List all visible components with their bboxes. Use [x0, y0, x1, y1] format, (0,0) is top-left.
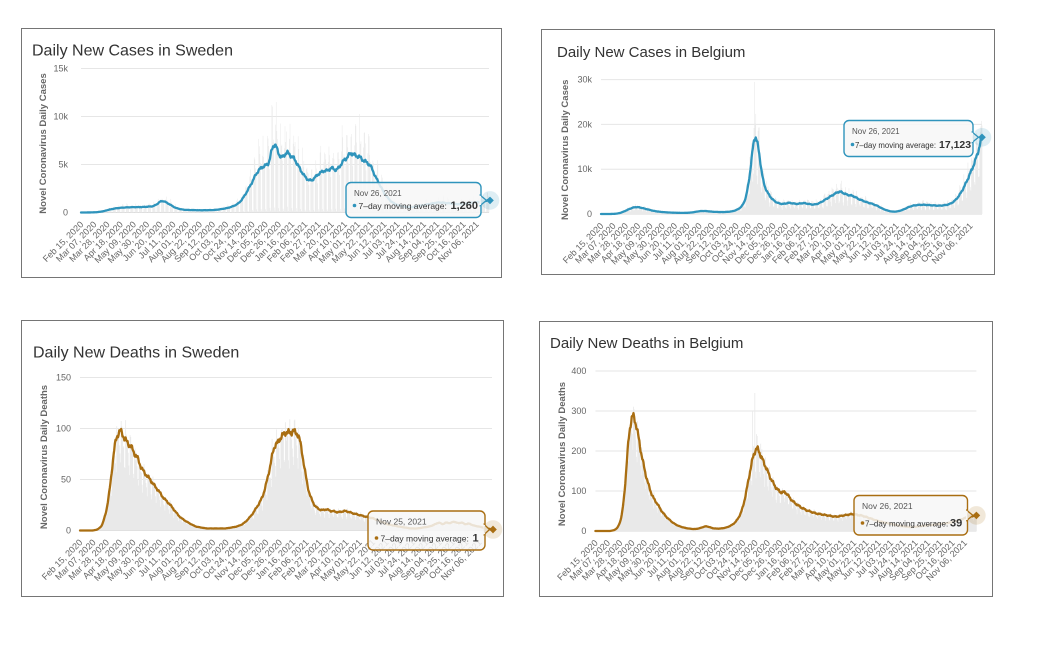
svg-text:15k: 15k	[53, 63, 68, 73]
svg-text:50: 50	[61, 474, 71, 484]
svg-text:Novel Coronavirus Daily Deaths: Novel Coronavirus Daily Deaths	[557, 381, 568, 525]
svg-text:Daily New Cases in Sweden: Daily New Cases in Sweden	[32, 42, 233, 59]
svg-text:10k: 10k	[577, 164, 592, 174]
svg-text:39: 39	[950, 517, 962, 529]
svg-text:Nov 25, 2021: Nov 25, 2021	[376, 516, 427, 526]
svg-text:0: 0	[581, 526, 586, 536]
svg-text:100: 100	[56, 423, 71, 433]
svg-text:400: 400	[571, 366, 586, 376]
svg-text:200: 200	[571, 446, 586, 456]
svg-text:5k: 5k	[58, 159, 68, 169]
svg-text:0: 0	[63, 207, 68, 217]
svg-text:10k: 10k	[53, 111, 68, 121]
svg-text:17,123: 17,123	[939, 139, 971, 151]
svg-text:Nov 26, 2021: Nov 26, 2021	[354, 189, 402, 198]
svg-text:1,260: 1,260	[451, 200, 479, 212]
svg-text:0: 0	[587, 209, 592, 219]
svg-text:7–day moving average:: 7–day moving average:	[865, 519, 948, 528]
svg-text:Daily New Deaths in Belgium: Daily New Deaths in Belgium	[550, 335, 743, 352]
svg-text:100: 100	[571, 486, 586, 496]
svg-text:1: 1	[473, 532, 479, 544]
svg-text:300: 300	[571, 406, 586, 416]
svg-text:Novel Coronavirus Daily Cases: Novel Coronavirus Daily Cases	[560, 79, 571, 219]
svg-text:20k: 20k	[577, 119, 592, 129]
svg-text:Nov 26, 2021: Nov 26, 2021	[852, 127, 900, 136]
svg-text:30k: 30k	[577, 74, 592, 84]
svg-text:Daily New Cases in Belgium: Daily New Cases in Belgium	[557, 44, 745, 61]
svg-text:7–day moving average:: 7–day moving average:	[381, 533, 469, 543]
svg-text:150: 150	[56, 372, 71, 382]
svg-text:Novel Coronavirus Daily Deaths: Novel Coronavirus Daily Deaths	[39, 384, 50, 528]
svg-text:7–day moving average:: 7–day moving average:	[855, 141, 936, 150]
svg-text:Daily New Deaths in Sweden: Daily New Deaths in Sweden	[33, 344, 239, 361]
svg-text:7–day moving average:: 7–day moving average:	[359, 201, 447, 211]
svg-text:Novel Coronavirus Daily Cases: Novel Coronavirus Daily Cases	[38, 73, 49, 213]
svg-text:0: 0	[66, 525, 71, 535]
svg-text:Nov 26, 2021: Nov 26, 2021	[862, 501, 913, 511]
